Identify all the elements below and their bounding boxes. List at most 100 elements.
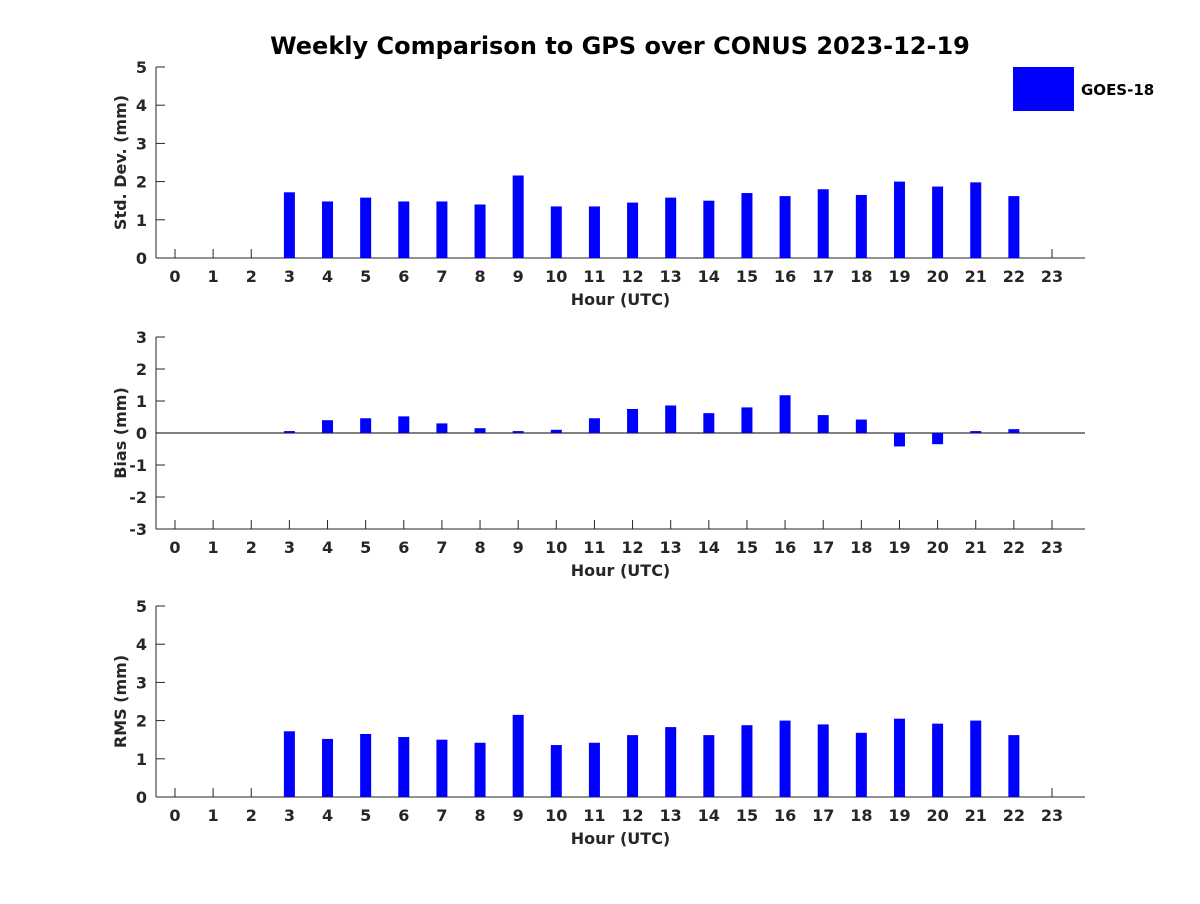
bar-hour-7 xyxy=(436,201,448,258)
bar-hour-14 xyxy=(703,735,715,797)
bar-hour-20 xyxy=(932,186,944,258)
bar-hour-22 xyxy=(1008,196,1020,258)
x-tick-label: 3 xyxy=(284,267,295,286)
bar-hour-5 xyxy=(360,733,372,797)
bar-hour-8 xyxy=(474,204,486,258)
x-tick-label: 4 xyxy=(322,806,333,825)
x-tick-label: 17 xyxy=(812,267,834,286)
bar-hour-5 xyxy=(360,197,372,258)
legend: GOES-18 xyxy=(1013,67,1154,111)
x-tick-label: 15 xyxy=(736,806,758,825)
x-tick-label: 4 xyxy=(322,267,333,286)
y-axis-label: RMS (mm) xyxy=(111,655,130,748)
x-tick-label: 2 xyxy=(246,806,257,825)
x-tick-label: 13 xyxy=(660,267,682,286)
y-tick-label: 4 xyxy=(136,635,147,654)
x-tick-label: 18 xyxy=(850,538,872,557)
x-axis-label: Hour (UTC) xyxy=(571,829,671,848)
x-tick-label: 6 xyxy=(398,267,409,286)
bar-hour-7 xyxy=(436,739,448,797)
x-axis-label: Hour (UTC) xyxy=(571,561,671,580)
legend-label-goes-18: GOES-18 xyxy=(1081,81,1154,99)
y-axis-label: Std. Dev. (mm) xyxy=(111,95,130,230)
y-tick-label: 1 xyxy=(136,211,147,230)
x-tick-label: 14 xyxy=(698,806,720,825)
bar-hour-12 xyxy=(627,735,639,797)
bar-hour-17 xyxy=(817,724,829,797)
bar-hour-9 xyxy=(512,714,524,797)
x-tick-label: 9 xyxy=(513,538,524,557)
bar-hour-14 xyxy=(703,200,715,258)
x-tick-label: 17 xyxy=(812,806,834,825)
bar-hour-19 xyxy=(893,718,905,797)
x-tick-label: 14 xyxy=(698,267,720,286)
x-tick-label: 19 xyxy=(888,267,910,286)
x-tick-label: 22 xyxy=(1003,267,1025,286)
y-tick-label: 2 xyxy=(136,173,147,192)
y-axis-label: Bias (mm) xyxy=(111,387,130,479)
x-tick-label: 13 xyxy=(660,538,682,557)
y-tick-label: 1 xyxy=(136,392,147,411)
x-tick-label: 19 xyxy=(888,806,910,825)
bar-hour-21 xyxy=(970,720,982,797)
y-tick-label: -1 xyxy=(129,456,147,475)
x-tick-label: 21 xyxy=(965,806,987,825)
x-tick-label: 7 xyxy=(436,806,447,825)
x-tick-label: 3 xyxy=(284,806,295,825)
y-tick-label: 1 xyxy=(136,750,147,769)
x-tick-label: 10 xyxy=(545,267,567,286)
y-tick-label: 3 xyxy=(136,134,147,153)
x-tick-label: 7 xyxy=(436,538,447,557)
x-tick-label: 7 xyxy=(436,267,447,286)
x-tick-label: 1 xyxy=(208,267,219,286)
x-tick-label: 8 xyxy=(474,806,485,825)
bar-hour-19 xyxy=(893,181,905,258)
x-tick-label: 12 xyxy=(621,267,643,286)
bar-hour-17 xyxy=(817,415,829,433)
bar-hour-21 xyxy=(970,182,982,258)
bar-hour-12 xyxy=(627,409,639,433)
x-tick-label: 23 xyxy=(1041,538,1063,557)
bar-hour-19 xyxy=(893,433,905,447)
bar-hour-6 xyxy=(398,416,410,433)
x-tick-label: 21 xyxy=(965,538,987,557)
x-tick-label: 8 xyxy=(474,267,485,286)
bar-hour-9 xyxy=(512,431,524,433)
x-tick-label: 22 xyxy=(1003,806,1025,825)
bar-hour-11 xyxy=(588,418,600,433)
bar-hour-8 xyxy=(474,742,486,797)
x-tick-label: 14 xyxy=(698,538,720,557)
x-tick-label: 11 xyxy=(583,806,605,825)
x-tick-label: 0 xyxy=(169,267,180,286)
x-tick-label: 22 xyxy=(1003,538,1025,557)
x-tick-label: 5 xyxy=(360,538,371,557)
y-tick-label: 5 xyxy=(136,597,147,616)
x-tick-label: 11 xyxy=(583,267,605,286)
y-tick-label: 2 xyxy=(136,712,147,731)
x-tick-label: 16 xyxy=(774,267,796,286)
y-tick-label: 3 xyxy=(136,328,147,347)
y-tick-label: 4 xyxy=(136,96,147,115)
y-tick-label: 3 xyxy=(136,673,147,692)
bar-hour-3 xyxy=(283,731,295,797)
x-tick-label: 5 xyxy=(360,267,371,286)
bar-hour-14 xyxy=(703,413,715,433)
chart-title: Weekly Comparison to GPS over CONUS 2023… xyxy=(270,32,970,60)
bar-hour-12 xyxy=(627,202,639,258)
bar-hour-9 xyxy=(512,175,524,258)
bar-hour-6 xyxy=(398,737,410,797)
x-tick-label: 13 xyxy=(660,806,682,825)
x-tick-label: 21 xyxy=(965,267,987,286)
x-tick-label: 15 xyxy=(736,267,758,286)
x-tick-label: 23 xyxy=(1041,806,1063,825)
bar-hour-11 xyxy=(588,206,600,258)
bar-hour-21 xyxy=(970,431,982,433)
x-tick-label: 20 xyxy=(926,267,948,286)
bar-hour-15 xyxy=(741,193,753,258)
x-tick-label: 20 xyxy=(926,806,948,825)
y-tick-label: 2 xyxy=(136,360,147,379)
